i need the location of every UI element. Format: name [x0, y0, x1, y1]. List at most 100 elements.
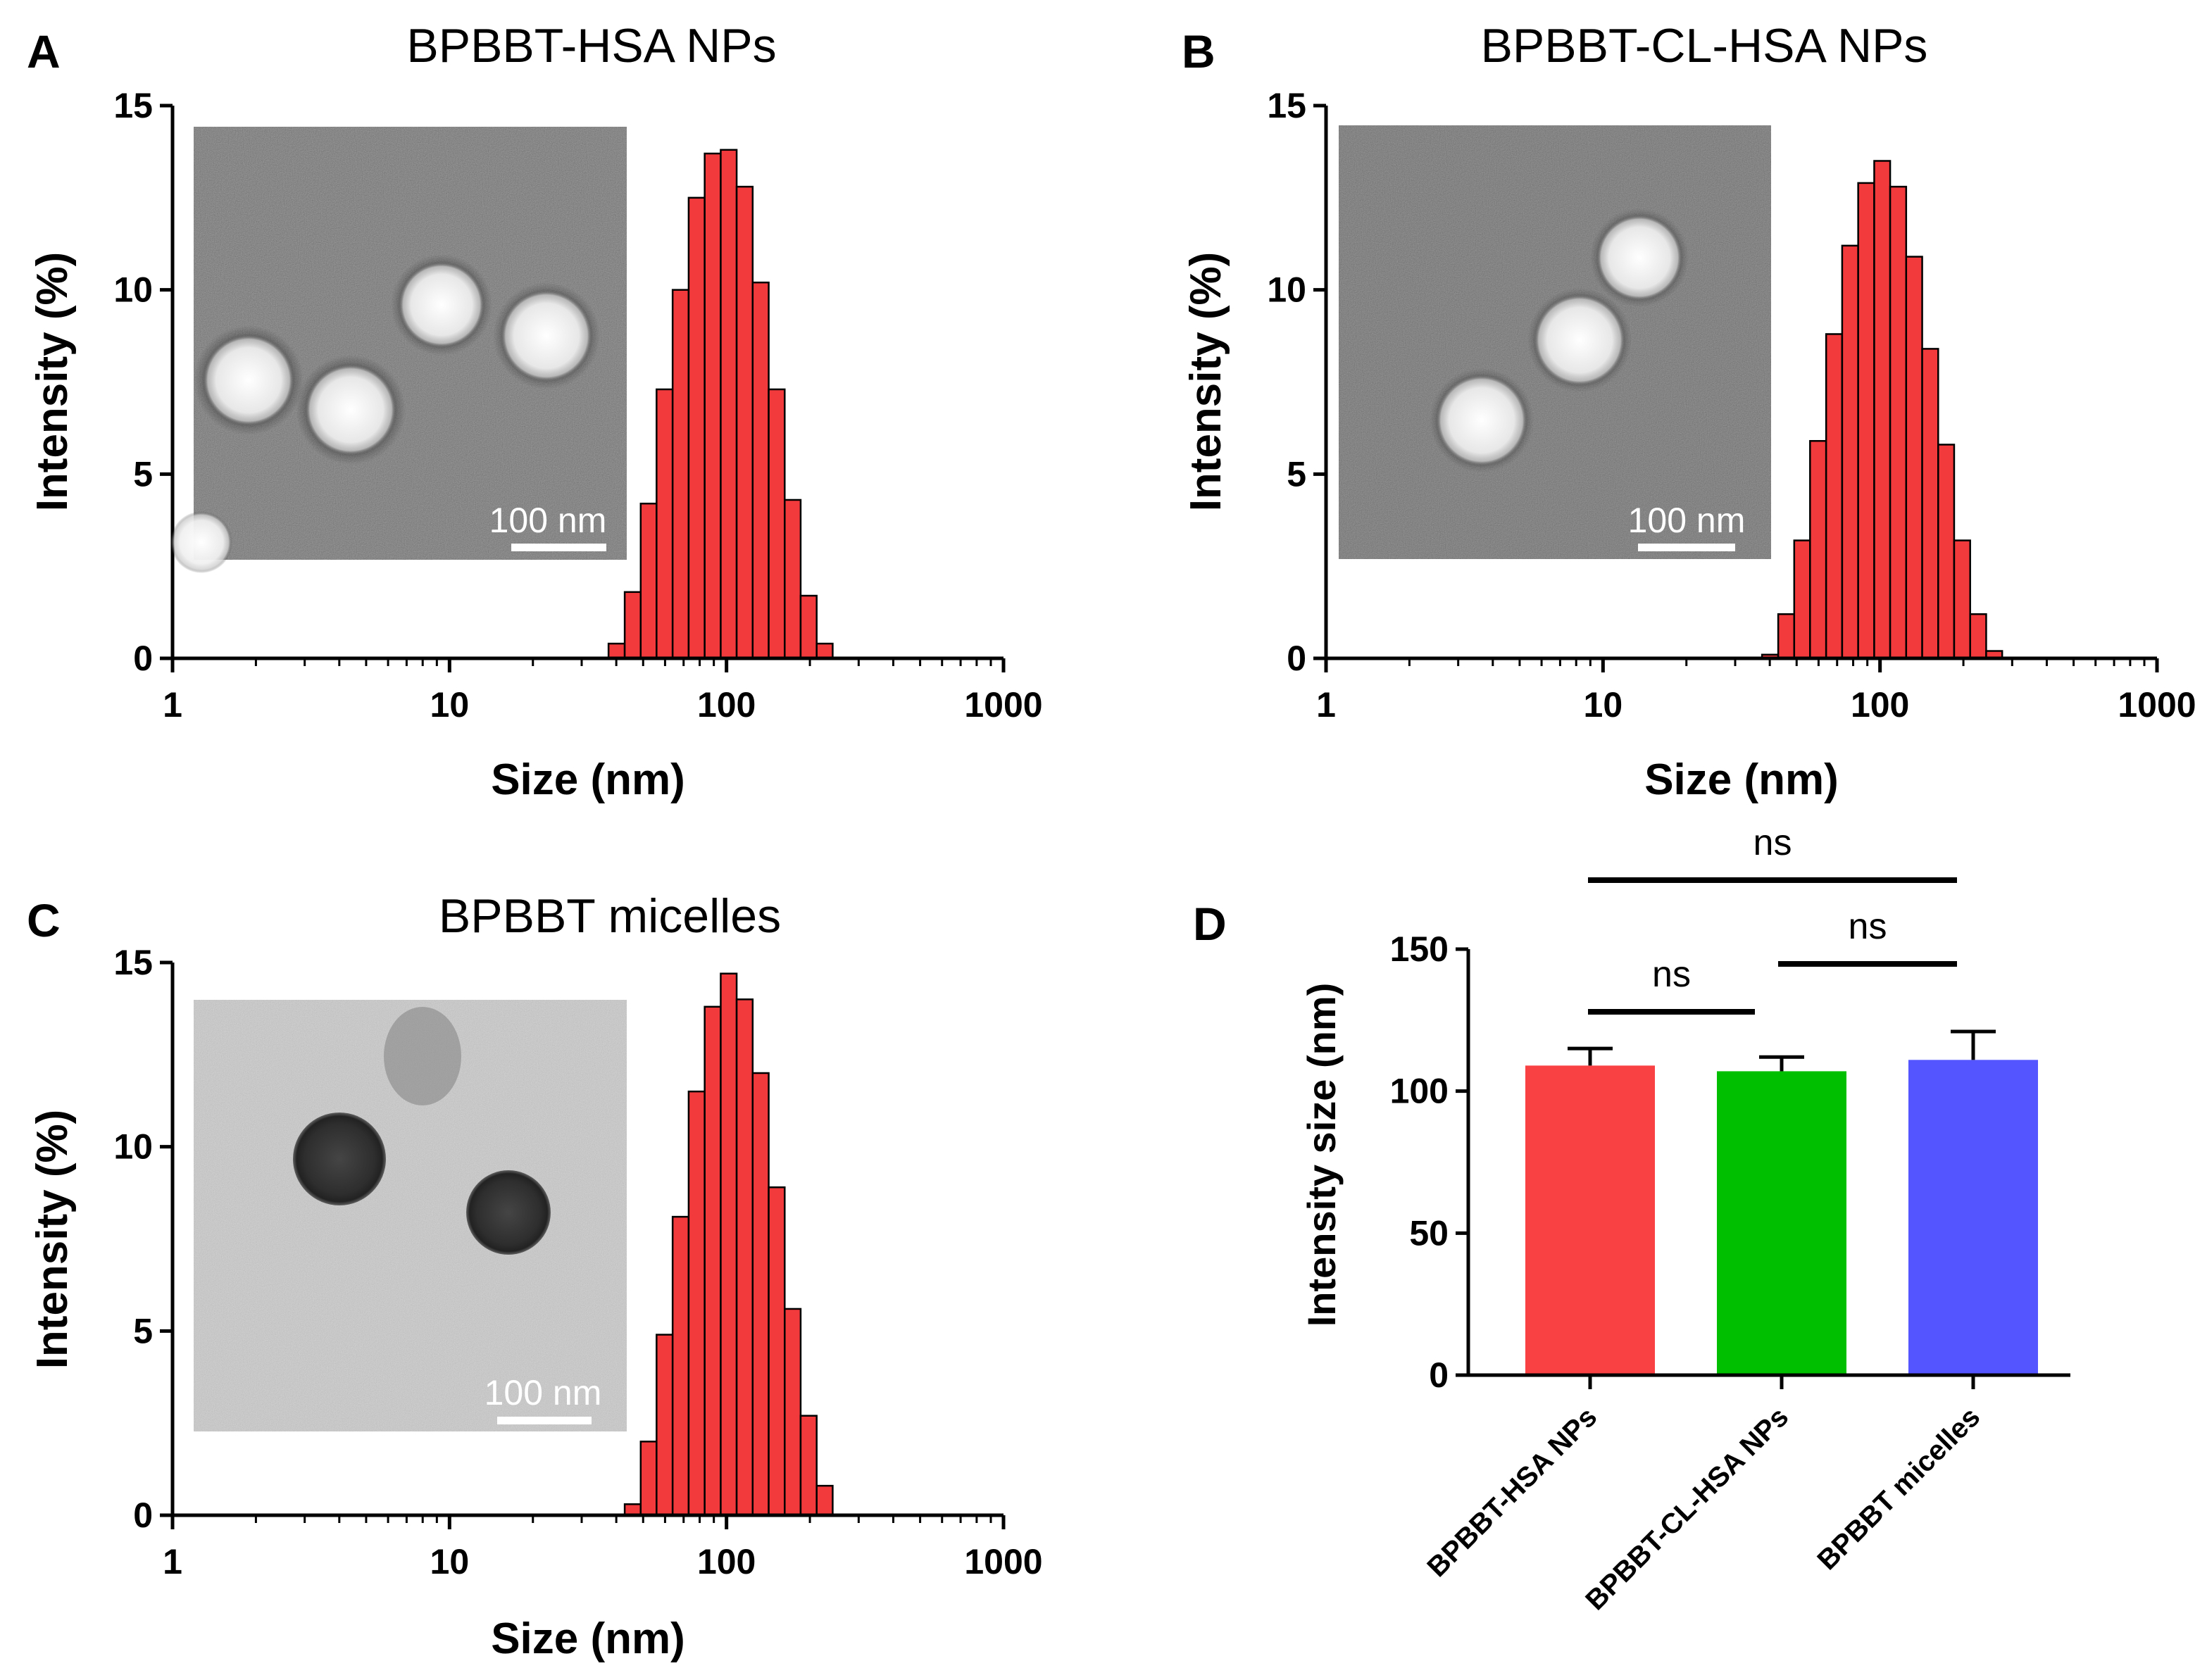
- y-tick-label: 0: [1287, 639, 1306, 678]
- histogram-bar: [671, 289, 690, 660]
- histogram-panel-c: 0 5 10 15 1 10 100 1000 Size (nm) Intensity (%): [28, 943, 1043, 1663]
- histogram-bar: [799, 594, 818, 660]
- histogram-bar: [1937, 444, 1956, 660]
- x-axis-title: Size (nm): [491, 1615, 685, 1663]
- y-tick-label: 10: [113, 270, 153, 310]
- tem-inset-c: 100 nm: [194, 1000, 627, 1431]
- x-tick-label: 10: [430, 1542, 470, 1581]
- histogram-bar: [735, 998, 754, 1517]
- panel-letter-d: D: [1193, 898, 1227, 950]
- histogram-bar: [735, 185, 754, 660]
- x-tick-label: 1: [163, 1542, 182, 1581]
- tem-inset-a: 100 nm: [170, 127, 627, 573]
- scale-bar-label-b: 100 nm: [1628, 501, 1746, 540]
- x-axis-title: Size (nm): [1644, 756, 1839, 804]
- histogram-panel-a: 0 5 10 15 1 10 100 1000 Size (nm) Intensity (%): [28, 86, 1043, 804]
- histogram-bar: [815, 1484, 834, 1517]
- histogram-bar: [720, 149, 738, 660]
- y-tick-label: 5: [1287, 454, 1306, 494]
- category-label: BPBBT-CL-HSA NPs: [1580, 1401, 1794, 1616]
- histogram-bar: [656, 1334, 674, 1517]
- histogram-bar: [1969, 613, 1987, 660]
- y-tick-label: 15: [1267, 86, 1306, 125]
- histogram-panel-b: 0 5 10 15 1 10 100 1000 Size (nm) Intensity (%): [1182, 86, 2196, 804]
- y-tick-label: 0: [1429, 1355, 1449, 1395]
- y-axis-title: Intensity (%): [1182, 252, 1230, 512]
- x-tick-label: 100: [697, 685, 756, 725]
- y-tick-label: 10: [113, 1127, 153, 1167]
- histogram-bar: [720, 972, 738, 1517]
- histogram-bar: [607, 642, 626, 660]
- histogram-bar: [1905, 256, 1923, 660]
- bar-1: [1525, 1065, 1655, 1375]
- histogram-bar: [671, 1215, 690, 1517]
- x-tick-label: 10: [430, 685, 470, 725]
- x-tick-label: 100: [697, 1542, 756, 1581]
- histogram-bar: [704, 152, 722, 660]
- x-tick-label: 1000: [964, 685, 1042, 725]
- histogram-bar: [1777, 613, 1796, 660]
- y-tick-label: 10: [1267, 270, 1306, 310]
- histogram-bar: [768, 388, 786, 660]
- tem-inset-b: 100 nm: [1339, 125, 1771, 559]
- x-tick-label: 1: [1316, 685, 1336, 725]
- y-tick-label: 100: [1390, 1072, 1449, 1111]
- panel-letter-a: A: [27, 25, 61, 77]
- histogram-bar: [687, 196, 706, 660]
- histogram-bar: [1921, 348, 1939, 660]
- histogram-bar: [1889, 185, 1908, 660]
- x-tick-label: 1000: [964, 1542, 1042, 1581]
- y-axis-title: Intensity size (nm): [1299, 983, 1344, 1327]
- scale-bar-label-a: 100 nm: [489, 501, 607, 540]
- histogram-bar: [1809, 439, 1827, 660]
- panel-title-b: BPBBT-CL-HSA NPs: [1481, 19, 1928, 73]
- y-axis-title: Intensity (%): [28, 252, 77, 512]
- histogram-bar: [751, 281, 770, 660]
- histogram-bar: [623, 591, 642, 660]
- scale-bar-c: [497, 1417, 592, 1424]
- histogram-bar: [768, 1186, 786, 1517]
- histogram-bar: [799, 1415, 818, 1517]
- y-tick-label: 15: [113, 86, 153, 125]
- histogram-bar: [1857, 182, 1875, 660]
- histogram-bar: [1825, 333, 1844, 660]
- histogram-bar: [815, 642, 834, 660]
- significance-label: ns: [1753, 822, 1792, 863]
- histogram-bar: [656, 388, 674, 660]
- panel-title-c: BPBBT micelles: [439, 889, 781, 943]
- histogram-bar: [704, 1005, 722, 1517]
- histogram-bar: [784, 499, 802, 660]
- panel-letter-b: B: [1182, 25, 1215, 77]
- histogram-bar: [1873, 160, 1892, 660]
- bar-2: [1717, 1071, 1846, 1375]
- significance-label: ns: [1652, 954, 1691, 995]
- category-label: BPBBT-HSA NPs: [1421, 1401, 1603, 1583]
- x-tick-label: 1000: [2118, 685, 2196, 725]
- bar-3: [1908, 1060, 2038, 1375]
- histogram-bar: [639, 502, 658, 660]
- y-tick-label: 15: [113, 943, 153, 982]
- category-label: BPBBT micelles: [1811, 1401, 1986, 1576]
- x-tick-label: 1: [163, 685, 182, 725]
- y-tick-label: 5: [133, 454, 153, 494]
- histogram-bar: [639, 1441, 658, 1517]
- y-tick-label: 50: [1409, 1213, 1449, 1253]
- x-tick-label: 10: [1584, 685, 1623, 725]
- histogram-bar: [1793, 539, 1811, 660]
- scale-bar-b: [1638, 544, 1735, 551]
- y-tick-label: 150: [1390, 929, 1449, 969]
- panel-title-a: BPBBT-HSA NPs: [406, 19, 776, 73]
- histogram-bar: [784, 1308, 802, 1517]
- histogram-bar: [687, 1090, 706, 1517]
- x-tick-label: 100: [1851, 685, 1909, 725]
- scale-bar-label-c: 100 nm: [484, 1373, 602, 1412]
- y-tick-label: 0: [133, 1496, 153, 1535]
- y-tick-label: 5: [133, 1311, 153, 1350]
- y-tick-label: 0: [133, 639, 153, 678]
- significance-label: ns: [1849, 906, 1887, 947]
- y-axis-title: Intensity (%): [28, 1110, 77, 1369]
- histogram-bar: [1841, 244, 1859, 660]
- scale-bar-a: [511, 544, 606, 551]
